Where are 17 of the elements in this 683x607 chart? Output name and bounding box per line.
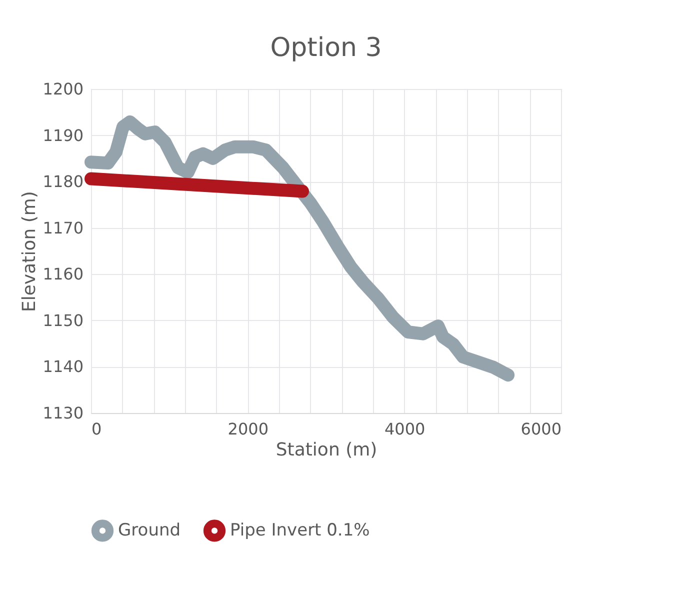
x-tick-label: 2000 [228, 420, 269, 438]
y-axis-title: Elevation (m) [18, 191, 40, 312]
x-axis-title: Station (m) [276, 440, 378, 460]
y-tick-label: 1170 [42, 218, 84, 238]
y-tick-label: 1160 [42, 264, 84, 284]
chart-title: Option 3 [270, 33, 382, 63]
x-tick-label: 0 [92, 420, 102, 438]
legend-label: Pipe Invert 0.1% [230, 520, 370, 541]
legend-label: Ground [118, 520, 181, 541]
y-tick-label: 1150 [42, 310, 84, 330]
y-tick-label: 1130 [42, 404, 84, 422]
x-tick-label: 6000 [520, 420, 562, 438]
y-tick-label: 1140 [42, 357, 84, 376]
y-tick-label: 1180 [42, 172, 84, 192]
y-tick-label: 1200 [42, 80, 84, 98]
y-tick-label: 1190 [42, 126, 84, 145]
x-tick-label: 4000 [384, 420, 426, 438]
